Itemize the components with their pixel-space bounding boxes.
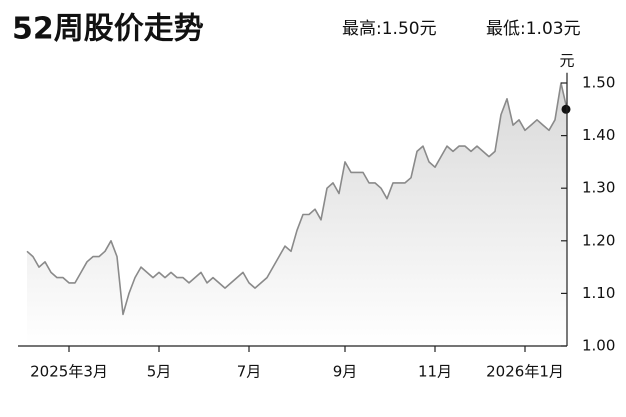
- x-tick-label: 2026年1月: [486, 363, 564, 381]
- x-tick-label: 5月: [147, 363, 172, 381]
- x-tick-label: 2025年3月: [30, 363, 108, 381]
- y-tick-label: 1.50: [582, 74, 615, 92]
- y-tick-label: 1.00: [582, 337, 615, 355]
- x-tick-label: 11月: [418, 363, 452, 381]
- y-tick-label: 1.40: [582, 126, 615, 144]
- x-tick-label: 7月: [237, 363, 262, 381]
- annotation: 最低:1.03元: [486, 19, 581, 39]
- annotation: 最高:1.50元: [342, 19, 437, 39]
- price-line: [26, 82, 568, 316]
- chart-title: 52周股价走势: [12, 12, 204, 47]
- y-tick-label: 1.10: [582, 284, 615, 302]
- y-axis-label: 元: [559, 52, 574, 70]
- y-tick-label: 1.20: [582, 231, 615, 249]
- x-tick-label: 9月: [333, 363, 358, 381]
- area-fill: [27, 83, 567, 346]
- last-price-dot: [561, 104, 571, 114]
- y-tick-label: 1.30: [582, 179, 615, 197]
